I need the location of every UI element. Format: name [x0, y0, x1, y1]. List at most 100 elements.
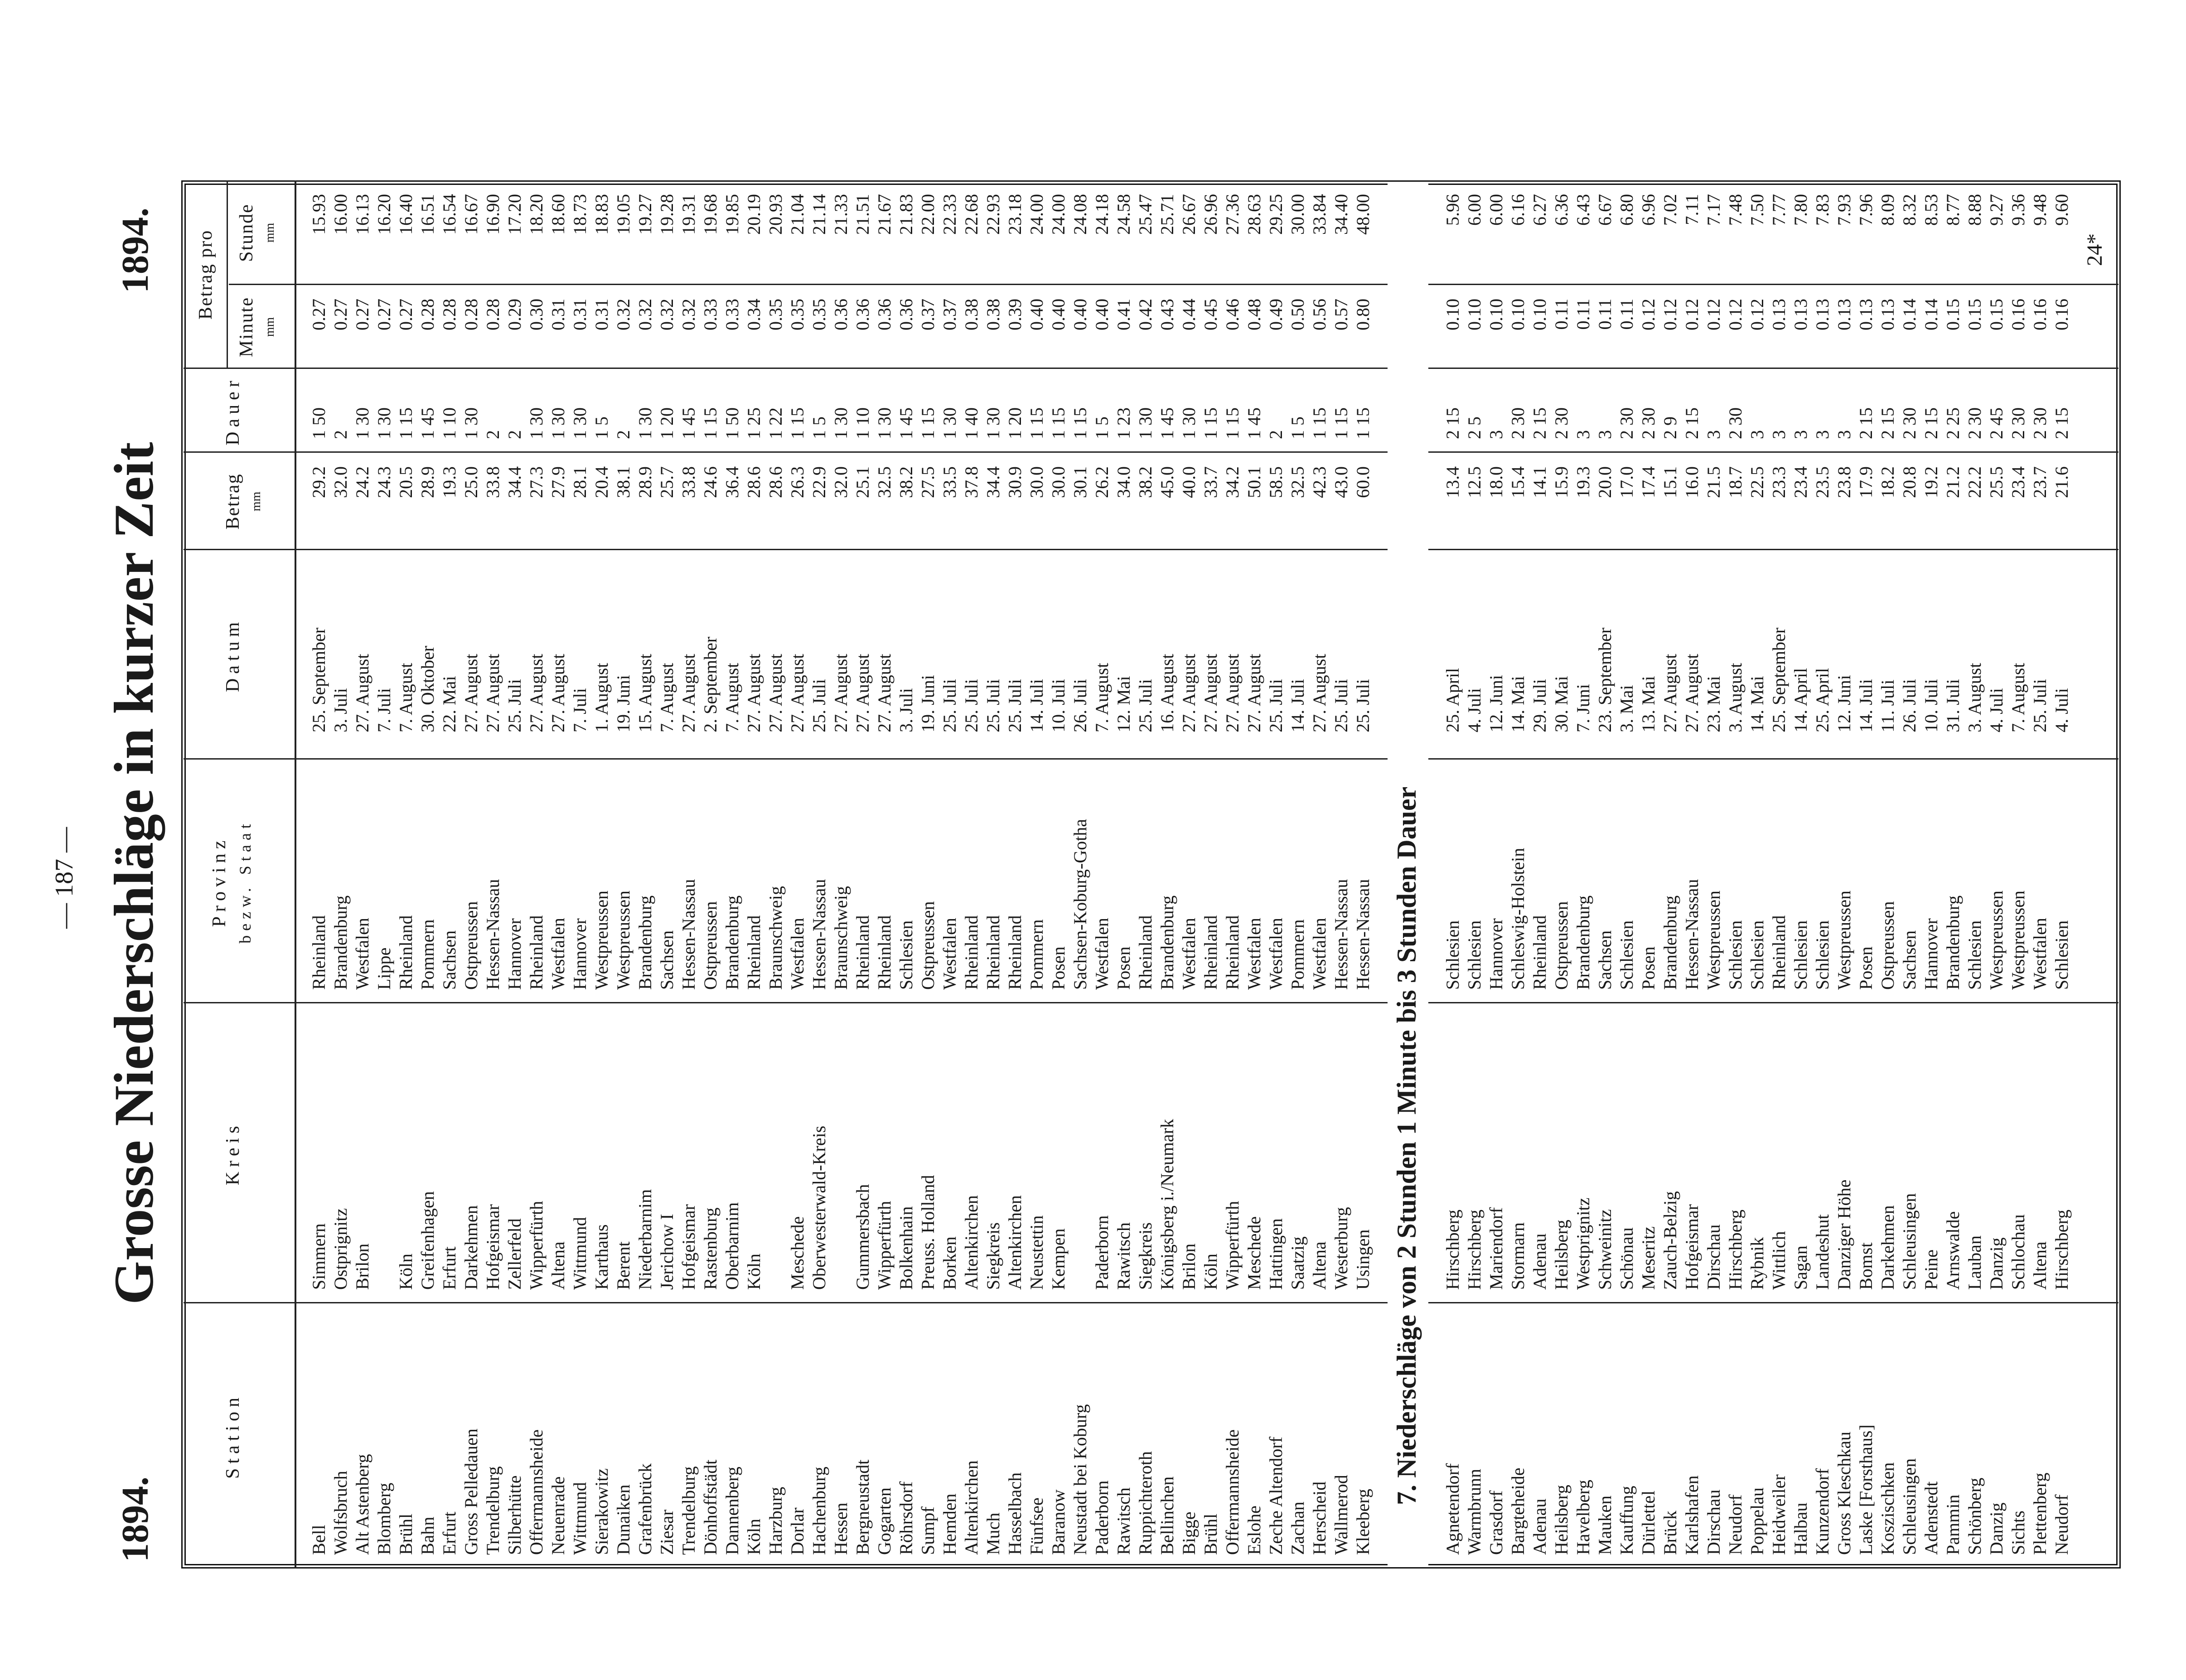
group-rule: [227, 180, 228, 369]
kreis: Rawitsch: [1113, 1222, 1134, 1290]
provinz: Hessen-Nassau: [1331, 879, 1351, 990]
betrag-stunde: 21.33: [831, 194, 851, 235]
betrag-minute: 0.13: [1856, 299, 1876, 330]
datum: 2. September: [700, 636, 721, 732]
kreis: Siegkreis: [1135, 1222, 1156, 1290]
dauer: 1 23: [1113, 407, 1134, 439]
station: Havelberg: [1573, 1480, 1593, 1555]
station: Plettenberg: [2030, 1472, 2050, 1555]
datum: 27. August: [1682, 654, 1702, 732]
station: Alt Astenberg: [352, 1454, 372, 1555]
dauer: 1 30: [374, 407, 394, 439]
betrag: 25.1: [852, 466, 873, 498]
betrag-stunde: 16.54: [439, 194, 459, 235]
betrag-minute: 0.12: [1747, 299, 1767, 330]
provinz: Westfalen: [548, 918, 568, 990]
betrag: 13.4: [1442, 466, 1463, 498]
datum: 23. Mai: [1703, 676, 1724, 732]
provinz: Pommern: [1026, 919, 1047, 990]
betrag-minute: 0.33: [700, 299, 721, 330]
station: Erfurt: [439, 1511, 459, 1555]
betrag: 20.0: [1595, 466, 1615, 498]
datum: 26. Juli: [1899, 679, 1920, 732]
datum: 27. August: [1660, 654, 1680, 732]
betrag-stunde: 9.48: [2030, 194, 2050, 226]
datum: 14. April: [1790, 668, 1811, 732]
kreis: Jerichow I: [657, 1214, 677, 1290]
kreis: Kempen: [1048, 1228, 1069, 1290]
kreis: Wipperfürth: [874, 1201, 895, 1290]
betrag: 40.0: [1179, 466, 1199, 498]
kreis: Rastenburg: [700, 1207, 721, 1290]
provinz: Westfalen: [939, 918, 960, 990]
betrag: 34.4: [504, 466, 525, 498]
betrag-minute: 0.13: [1812, 299, 1833, 330]
betrag-minute: 0.11: [1616, 299, 1637, 330]
provinz: Ostpreussen: [1551, 901, 1572, 990]
betrag-stunde: 18.60: [548, 194, 568, 235]
provinz: Rheinland: [1769, 915, 1789, 990]
betrag: 22.5: [1747, 466, 1767, 498]
betrag: 23.3: [1769, 466, 1789, 498]
datum: 4. Juli: [1986, 688, 2007, 732]
betrag-minute: 0.56: [1309, 299, 1330, 330]
datum: 25. April: [1442, 668, 1463, 732]
betrag-stunde: 15.93: [309, 194, 329, 235]
betrag-stunde: 24.18: [1092, 194, 1112, 235]
betrag-minute: 0.48: [1244, 299, 1264, 330]
datum: 27. August: [461, 654, 481, 732]
kreis: Dirschau: [1703, 1224, 1724, 1290]
dauer: 1 30: [461, 407, 481, 439]
betrag-minute: 0.10: [1529, 299, 1550, 330]
station: Neuenrade: [548, 1476, 568, 1555]
provinz: Schlesien: [896, 920, 916, 990]
kreis: Preuss. Holland: [918, 1175, 938, 1290]
betrag-minute: 0.40: [1092, 299, 1112, 330]
betrag-stunde: 30.00: [1287, 194, 1308, 235]
betrag-minute: 0.37: [918, 299, 938, 330]
dauer: 2 30: [1616, 407, 1637, 439]
station: Trendelburg: [483, 1466, 503, 1555]
provinz: Westfalen: [1266, 918, 1286, 990]
betrag: 42.3: [1309, 466, 1330, 498]
dauer: 1 10: [439, 407, 459, 439]
column-unit: mm: [249, 491, 263, 512]
betrag-stunde: 20.19: [744, 194, 764, 235]
station: Hemden: [939, 1493, 960, 1555]
dauer: 2 30: [1964, 407, 1985, 439]
provinz: Westfalen: [1092, 918, 1112, 990]
kreis: Altenkirchen: [961, 1195, 982, 1290]
dauer: 1 22: [765, 407, 786, 439]
provinz: Hessen-Nassau: [1353, 879, 1373, 990]
betrag-minute: 0.40: [1048, 299, 1069, 330]
betrag-minute: 0.13: [1790, 299, 1811, 330]
dauer: 3: [1790, 430, 1811, 439]
station: Bellinchen: [1157, 1476, 1177, 1555]
dauer: 1 15: [1353, 407, 1373, 439]
provinz: Rheinland: [526, 915, 546, 990]
dauer: 1 45: [417, 407, 438, 439]
betrag-stunde: 22.93: [983, 194, 1003, 235]
betrag: 18.0: [1486, 466, 1506, 498]
datum: 27. August: [548, 654, 568, 732]
column-header: Provinz: [209, 836, 230, 927]
provinz: Ostpreussen: [918, 901, 938, 990]
kreis: Oberwesterwald-Kreis: [809, 1125, 829, 1290]
kreis: Karthaus: [591, 1224, 612, 1290]
provinz: Westpreussen: [1834, 891, 1854, 990]
betrag-minute: 0.10: [1464, 299, 1485, 330]
betrag: 25.5: [1986, 466, 2007, 498]
betrag: 15.1: [1660, 466, 1680, 498]
dauer: 3: [1486, 430, 1506, 439]
provinz: Rheinland: [309, 915, 329, 990]
year-right: 1894.: [114, 208, 156, 293]
datum: 10. Juli: [1921, 679, 1941, 732]
betrag: 33.8: [483, 466, 503, 498]
provinz: Westfalen: [1179, 918, 1199, 990]
dauer: 1 15: [1026, 407, 1047, 439]
betrag-stunde: 5.96: [1442, 194, 1463, 226]
provinz: Schlesien: [1747, 920, 1767, 990]
station: Hasselbach: [1005, 1472, 1025, 1555]
betrag-minute: 0.57: [1331, 299, 1351, 330]
betrag-minute: 0.29: [504, 299, 525, 330]
